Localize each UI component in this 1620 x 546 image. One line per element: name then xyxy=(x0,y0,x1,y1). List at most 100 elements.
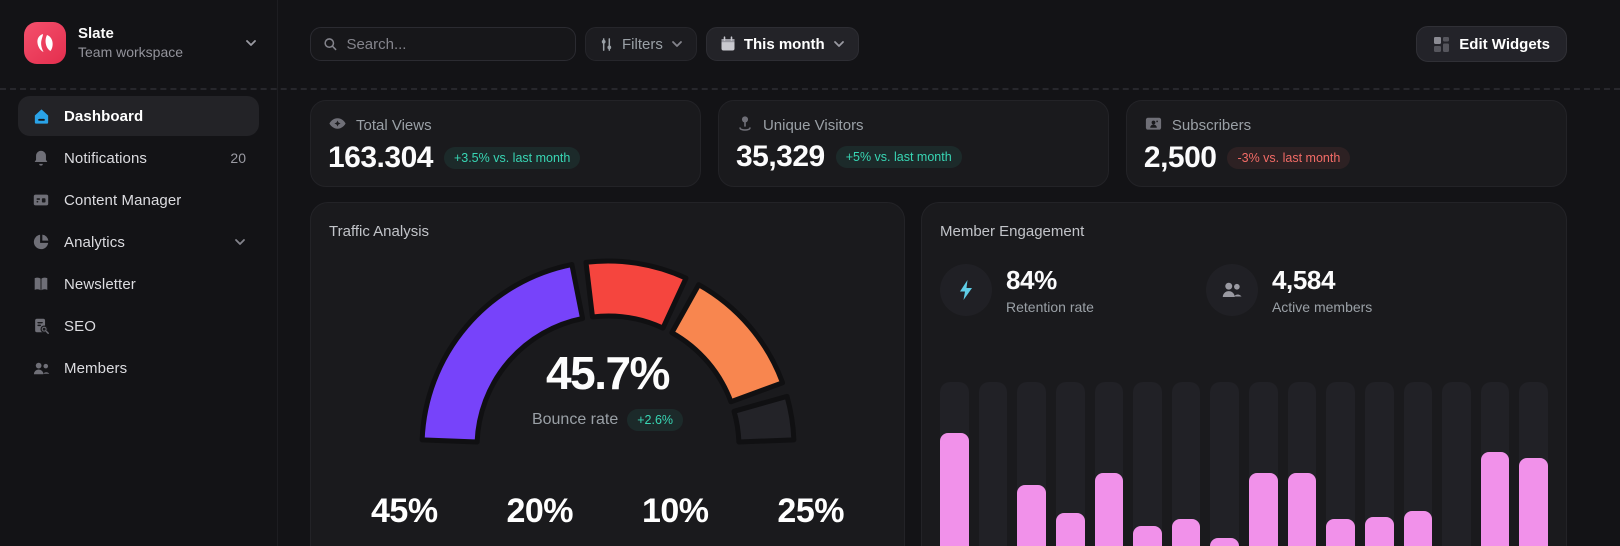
stat-change-badge: -3% vs. last month xyxy=(1227,147,1351,169)
filters-button[interactable]: Filters xyxy=(585,27,697,61)
member-stat-label: Active members xyxy=(1271,299,1373,315)
bar-value xyxy=(1326,518,1355,546)
stat-card-total-views: Total Views 163.304 +3.5% vs. last month xyxy=(310,100,701,187)
bar-value xyxy=(1133,526,1162,546)
bar-column xyxy=(1210,382,1239,546)
bar-track xyxy=(978,382,1008,546)
stat-card-unique-visitors: Unique Visitors 35,329 +5% vs. last month xyxy=(717,100,1109,187)
member-stats-row: 84% Retention rate 4,584 Active members xyxy=(940,264,1548,316)
sidebar-item-content-manager[interactable]: Content Manager xyxy=(18,180,259,220)
filters-label: Filters xyxy=(622,35,663,53)
bar-track xyxy=(1133,382,1162,546)
member-stat-active-members: 4,584 Active members xyxy=(1205,264,1373,316)
gauge-legend-label: 25% xyxy=(777,492,844,530)
sidebar-item-members[interactable]: Members xyxy=(18,348,259,388)
edit-widgets-label: Edit Widgets xyxy=(1459,35,1550,53)
bar-value xyxy=(1480,452,1510,546)
sidebar-item-seo[interactable]: SEO xyxy=(18,306,259,346)
workspace-subtitle: Team workspace xyxy=(78,43,184,60)
segment-purple xyxy=(419,262,585,445)
bar-value xyxy=(1403,511,1433,546)
stat-label: Total Views xyxy=(356,117,432,134)
bar-column xyxy=(1171,382,1201,546)
stat-card-subscribers: Subscribers 2,500 -3% vs. last month xyxy=(1125,100,1567,187)
sidebar: Slate Team workspace Dashboard Notificati… xyxy=(0,0,278,546)
bar-value xyxy=(1171,518,1201,546)
segment-dark xyxy=(731,393,796,445)
bounce-rate-label: Bounce rate xyxy=(531,411,619,428)
members-icon xyxy=(1205,264,1258,316)
gauge-chart: 45.7% Bounce rate +2.6% xyxy=(329,254,886,466)
member-engagement-panel: Member Engagement 84% Retention rate 4,584… xyxy=(921,202,1567,546)
calendar-icon xyxy=(721,36,735,51)
bar-track xyxy=(1442,382,1471,546)
bar-value xyxy=(1210,537,1239,546)
segment-orange xyxy=(668,282,785,405)
chevron-down-icon xyxy=(246,40,256,46)
stat-change-badge: +5% vs. last month xyxy=(835,146,962,168)
gauge-legend-label: 20% xyxy=(506,492,574,530)
eye-icon xyxy=(328,114,347,137)
bounce-rate-change-badge: +2.6% xyxy=(627,409,684,431)
sidebar-item-notifications[interactable]: Notifications 20 xyxy=(18,138,259,178)
bar-track xyxy=(1326,382,1355,546)
stat-value: 2,500 xyxy=(1143,141,1217,174)
search-input[interactable] xyxy=(346,35,563,53)
slate-logo xyxy=(24,22,66,64)
chevron-down-icon xyxy=(833,41,844,47)
panel-title: Traffic Analysis xyxy=(329,223,430,240)
bar-column xyxy=(1519,382,1548,546)
panels-row: Traffic Analysis 45.7% Bounce rate +2.6%… xyxy=(310,202,1567,546)
member-stat-retention-rate: 84% Retention rate xyxy=(940,264,1094,316)
sidebar-item-analytics[interactable]: Analytics xyxy=(18,222,259,262)
book-icon xyxy=(31,274,51,294)
workspace-name: Slate xyxy=(78,24,114,42)
bell-icon xyxy=(31,148,51,168)
sidebar-item-label: Content Manager xyxy=(64,191,182,209)
stat-cards-row: Total Views 163.304 +3.5% vs. last month Un… xyxy=(310,100,1567,187)
bar-column xyxy=(1287,382,1317,546)
bar-value xyxy=(1249,473,1278,546)
bar-column xyxy=(1094,382,1124,546)
gauge-legend-label: 10% xyxy=(641,492,709,530)
chevron-down-icon xyxy=(671,41,682,47)
sidebar-nav: Dashboard Notifications 20 Content Manager A… xyxy=(0,96,277,388)
pie-icon xyxy=(31,232,51,252)
bar-value xyxy=(1287,473,1317,546)
bounce-rate-value: 45.7% xyxy=(546,347,670,399)
chevron-down-icon xyxy=(235,239,245,245)
edit-widgets-button[interactable]: Edit Widgets xyxy=(1416,26,1567,62)
sliders-icon xyxy=(601,37,612,51)
home-icon xyxy=(31,106,51,126)
bar-value xyxy=(1364,516,1394,546)
stat-label: Unique Visitors xyxy=(762,116,864,134)
bar-column xyxy=(940,382,969,546)
bar-value xyxy=(1055,513,1085,546)
pin-icon xyxy=(736,114,754,136)
gauge-center: 45.7% Bounce rate +2.6% xyxy=(458,346,758,431)
bar-column xyxy=(1326,382,1355,546)
member-stat-value: 4,584 xyxy=(1271,265,1336,295)
traffic-analysis-panel: Traffic Analysis 45.7% Bounce rate +2.6%… xyxy=(310,202,905,546)
workspace-switcher[interactable]: Slate Team workspace xyxy=(0,20,277,66)
sidebar-item-newsletter[interactable]: Newsletter xyxy=(18,264,259,304)
notification-count-badge: 20 xyxy=(230,150,246,166)
member-stat-label: Retention rate xyxy=(1006,299,1094,315)
panel-title: Member Engagement xyxy=(940,223,1085,240)
topbar: Filters This month Edit Widgets xyxy=(310,0,1567,88)
sidebar-item-label: Members xyxy=(64,359,128,377)
bar-column xyxy=(1133,382,1162,546)
bar-column xyxy=(1442,382,1471,546)
sidebar-item-label: Analytics xyxy=(64,233,125,251)
sidebar-item-label: SEO xyxy=(64,317,96,335)
period-label: This month xyxy=(743,35,825,53)
bar-column xyxy=(1017,382,1046,546)
bar-track xyxy=(1210,382,1239,546)
gauge-legend: 45% 20% 10% 25% xyxy=(329,492,886,531)
stat-value: 163.304 xyxy=(328,141,433,174)
sidebar-item-label: Notifications xyxy=(64,149,148,167)
bar-chart xyxy=(940,382,1548,546)
bar-column xyxy=(1249,382,1278,546)
sidebar-item-dashboard[interactable]: Dashboard xyxy=(18,96,259,136)
period-selector-button[interactable]: This month xyxy=(705,27,859,61)
